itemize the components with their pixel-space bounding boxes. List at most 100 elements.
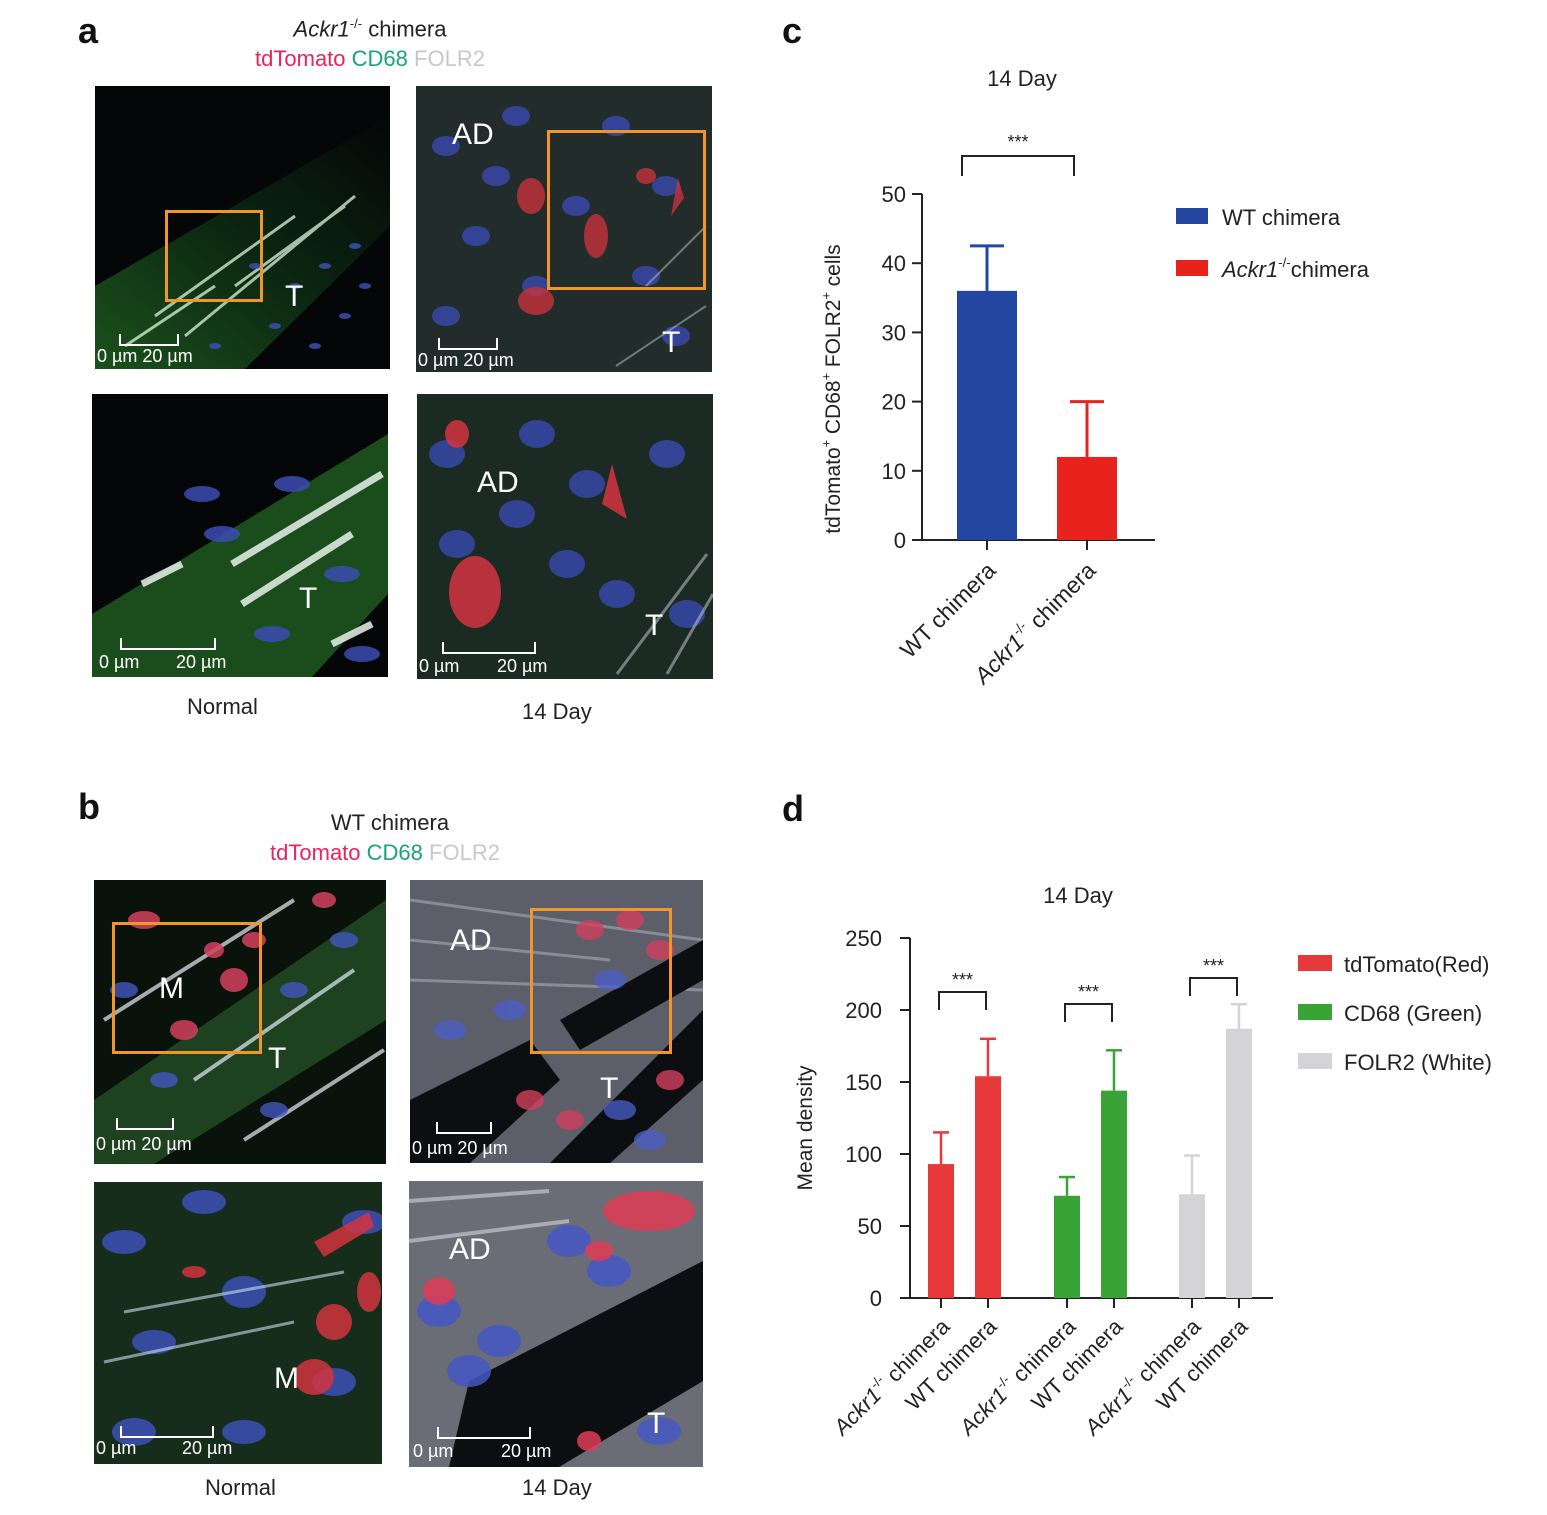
chart-c-legend-swatch [1176, 208, 1208, 224]
scale-bar [436, 1122, 492, 1134]
chart-c-x-tick-label: WT chimera [895, 557, 1001, 663]
scale-bar-start-label: 0 µm [96, 1438, 137, 1458]
scale-bar-label: 0 µm 20 µm [418, 350, 514, 370]
chart-c-y-axis-label-part: cells [822, 244, 845, 292]
caption-14-day: 14 Day [522, 1475, 592, 1500]
chart-c-x-tick-label-part: WT chimera [895, 557, 1001, 663]
zoom-region-box [530, 908, 672, 1054]
panel-b-title: WT chimera [330, 810, 450, 835]
chart-c-legend-label-part: WT chimera [1222, 205, 1341, 230]
chart-d-legend-label: FOLR2 (White) [1344, 1050, 1492, 1075]
chart-c-y-tick-label: 0 [894, 528, 906, 553]
chart-c-y-axis-label-part: + [820, 292, 834, 299]
chart-c-significance-bracket [961, 155, 1075, 176]
micrograph-texture [416, 86, 712, 372]
chart-c-y-tick-label: 30 [882, 320, 906, 345]
chart-c-y-axis-label-part: tdTomato [822, 447, 845, 533]
scale-bar-end-label: 20 µm [182, 1438, 233, 1458]
panel-d-letter: d [782, 788, 804, 829]
chart-c-x-tick-label-part: chimera [1020, 557, 1101, 638]
scale-bar [442, 642, 536, 654]
scale-bar [438, 338, 498, 350]
chart-c-svg: 14 Day 0 10 20 30 40 50 tdTomato+ CD68+ FOLR2+ … [820, 66, 1370, 690]
chart-c: 14 Day 0 10 20 30 40 50 tdTomato+ CD68+ FOLR2+ … [790, 50, 1510, 750]
scale-bar-start-label: 0 µm [419, 656, 460, 676]
chart-d-title: 14 Day [1043, 883, 1113, 908]
chart-d-y-axis-label: Mean density [794, 1065, 817, 1190]
chart-d-significance-bracket [938, 991, 987, 1010]
caption-normal: Normal [205, 1475, 276, 1500]
scale-bar [119, 334, 179, 346]
tissue-label-tendon: T [662, 326, 681, 359]
chart-d-significance-label: *** [1203, 956, 1224, 976]
chart-d-bar [1179, 1194, 1205, 1298]
panel-b-letter: b [78, 786, 100, 827]
chart-d: 14 Day 0 50 100 150 200 250 Mean density Ackr1-/… [780, 860, 1540, 1510]
caption-14-day: 14 Day [522, 699, 592, 724]
zoom-region-box [112, 922, 262, 1054]
tissue-label-adipose: AD [449, 1233, 491, 1266]
stain-cd68-label: CD68 [366, 840, 423, 865]
micrograph-a-normal-overview: T 0 µm 20 µm [95, 86, 390, 369]
chart-d-bar [1226, 1028, 1252, 1298]
chart-d-y-tick-label: 150 [845, 1070, 882, 1095]
chart-d-legend-swatch [1298, 955, 1332, 971]
tissue-label-tendon: T [600, 1072, 619, 1105]
chart-d-legend-label: tdTomato(Red) [1344, 952, 1490, 977]
micrograph-b-day14-zoom: AD T 0 µm 20 µm [409, 1181, 703, 1467]
chart-c-y-axis-label-part: + [820, 440, 834, 447]
tissue-label-tendon: T [285, 280, 304, 313]
chart-c-y-axis-label-part: FOLR2 [822, 300, 845, 374]
zoom-region-box [547, 130, 706, 290]
panel-a-title: Ackr1-/- chimera [185, 16, 555, 42]
tissue-label-adipose: AD [452, 118, 494, 151]
chart-d-bar [1054, 1195, 1080, 1298]
panel-b-stain-legend: tdTomato CD68 FOLR2 [200, 840, 570, 866]
micrograph-texture [94, 880, 386, 1164]
micrograph-texture [95, 86, 390, 369]
chart-c-legend-label-part: -/- [1278, 255, 1290, 270]
scale-bar-end-label: 20 µm [497, 656, 548, 676]
micrograph-b-normal-zoom: M 0 µm 20 µm [94, 1182, 382, 1464]
chart-c-y-tick-label: 40 [882, 251, 906, 276]
micrograph-texture [410, 880, 703, 1163]
tissue-label-tendon: T [268, 1042, 287, 1075]
chart-d-bar [928, 1164, 954, 1298]
panel-a-title-sup: -/- [349, 16, 363, 31]
chart-c-y-tick-label: 20 [882, 390, 906, 415]
chart-d-y-tick-label: 50 [858, 1214, 882, 1239]
chart-c-y-axis-label-part: CD68 [822, 380, 845, 440]
scale-bar [120, 638, 216, 650]
chart-c-bar [957, 290, 1017, 540]
scale-bar-start-label: 0 µm [413, 1441, 454, 1461]
chart-d-y-tick-label: 0 [870, 1286, 882, 1311]
tissue-label-adipose: AD [477, 466, 519, 499]
chart-d-y-tick-label: 250 [845, 926, 882, 951]
chart-c-legend-swatch [1176, 260, 1208, 276]
chart-d-significance-bracket [1064, 1003, 1113, 1022]
stain-cd68-label: CD68 [351, 46, 408, 71]
chart-d-legend-label: CD68 (Green) [1344, 1001, 1482, 1026]
micrograph-texture [94, 1182, 382, 1464]
chart-d-bar [1101, 1090, 1127, 1298]
scale-bar-label: 0 µm 20 µm [96, 1134, 192, 1154]
micrograph-texture [409, 1181, 703, 1467]
panel-a-title-gene: Ackr1 [293, 16, 350, 42]
tissue-label-tendon: T [645, 609, 664, 642]
chart-c-y-axis-label-part: + [820, 373, 834, 380]
chart-d-significance-label: *** [952, 970, 973, 990]
chart-d-bar [975, 1076, 1001, 1298]
micrograph-a-day14-overview: AD T 0 µm 20 µm [416, 86, 712, 372]
scale-bar-label: 0 µm 20 µm [97, 346, 193, 366]
chart-d-legend-swatch [1298, 1053, 1332, 1069]
chart-c-legend-label: WT chimera [1222, 205, 1341, 230]
micrograph-a-day14-zoom: AD T 0 µm 20 µm [417, 394, 713, 679]
chart-d-significance-bracket [1189, 977, 1238, 996]
scale-bar-end-label: 20 µm [176, 652, 227, 672]
micrograph-a-normal-zoom: T 0 µm 20 µm [92, 394, 388, 677]
chart-c-legend-label: Ackr1-/-chimera [1220, 255, 1370, 282]
scale-bar-start-label: 0 µm [99, 652, 140, 672]
caption-normal: Normal [187, 694, 258, 719]
panel-c-letter: c [782, 10, 803, 51]
